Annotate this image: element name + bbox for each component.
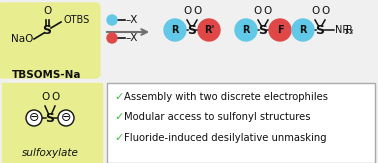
Circle shape	[107, 33, 117, 43]
Text: R: R	[171, 25, 179, 35]
Text: R': R'	[204, 25, 214, 35]
Text: 2: 2	[349, 30, 353, 36]
Circle shape	[107, 15, 117, 25]
Text: NR: NR	[335, 25, 349, 35]
Text: 1: 1	[343, 30, 347, 36]
Text: O: O	[311, 6, 319, 16]
Text: O: O	[43, 6, 51, 16]
Text: R: R	[346, 25, 353, 35]
Text: ✓: ✓	[114, 92, 123, 102]
Text: R: R	[299, 25, 307, 35]
Circle shape	[292, 19, 314, 41]
Circle shape	[26, 110, 42, 126]
Text: O: O	[193, 6, 201, 16]
Text: ✓: ✓	[114, 133, 123, 143]
Text: OTBS: OTBS	[63, 15, 89, 25]
Text: O: O	[41, 92, 49, 102]
Text: –X: –X	[126, 33, 138, 43]
Text: ✓: ✓	[114, 112, 123, 122]
FancyBboxPatch shape	[107, 83, 375, 163]
Text: S: S	[259, 23, 268, 37]
FancyBboxPatch shape	[0, 3, 100, 78]
FancyBboxPatch shape	[2, 83, 102, 163]
Text: R: R	[242, 25, 250, 35]
Text: S: S	[187, 23, 197, 37]
Text: ⊖: ⊖	[61, 111, 71, 124]
Circle shape	[198, 19, 220, 41]
Circle shape	[164, 19, 186, 41]
Text: –X: –X	[126, 15, 138, 25]
Text: O: O	[183, 6, 191, 16]
Text: Modular access to sulfonyl structures: Modular access to sulfonyl structures	[124, 112, 310, 122]
Text: F: F	[277, 25, 284, 35]
Text: NaO: NaO	[11, 34, 33, 44]
Text: O: O	[51, 92, 59, 102]
Text: O: O	[264, 6, 272, 16]
Text: Fluoride-induced desilylative unmasking: Fluoride-induced desilylative unmasking	[124, 133, 327, 143]
Text: S: S	[42, 23, 51, 37]
Text: S: S	[316, 23, 324, 37]
Circle shape	[235, 19, 257, 41]
Circle shape	[269, 19, 291, 41]
Text: O: O	[321, 6, 329, 16]
Text: sulfoxylate: sulfoxylate	[22, 148, 79, 158]
Text: TBSOMS-Na: TBSOMS-Na	[12, 70, 82, 80]
Text: S: S	[45, 111, 54, 125]
Text: O: O	[254, 6, 262, 16]
Text: Assembly with two discrete electrophiles: Assembly with two discrete electrophiles	[124, 92, 328, 102]
Text: ⊖: ⊖	[29, 111, 39, 124]
Circle shape	[58, 110, 74, 126]
